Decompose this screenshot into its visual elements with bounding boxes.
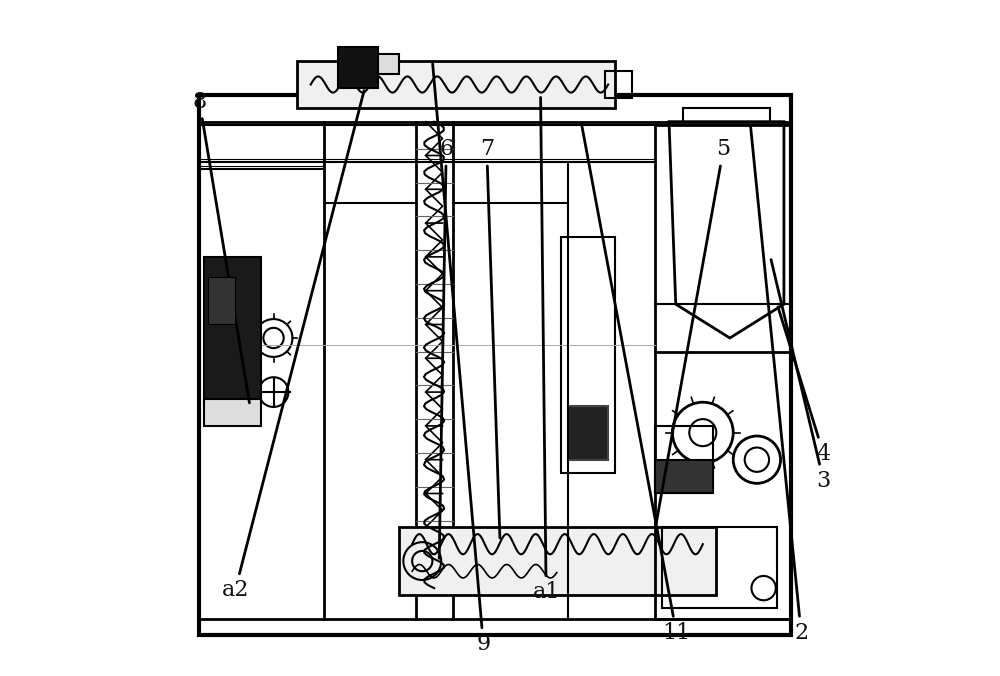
Bar xyxy=(399,527,716,595)
Text: 4: 4 xyxy=(778,307,830,464)
Bar xyxy=(568,406,608,460)
Bar xyxy=(208,277,235,324)
Text: 7: 7 xyxy=(480,139,500,538)
Bar xyxy=(655,426,713,493)
Text: 2: 2 xyxy=(750,124,808,644)
Text: 9: 9 xyxy=(433,64,490,655)
Bar xyxy=(204,399,261,426)
Bar xyxy=(605,71,632,98)
Bar xyxy=(204,257,261,406)
Text: a2: a2 xyxy=(221,91,364,601)
Bar xyxy=(662,527,777,608)
Bar xyxy=(338,47,378,88)
Bar xyxy=(199,95,791,635)
Text: 11: 11 xyxy=(582,124,690,644)
Text: 3: 3 xyxy=(771,260,831,491)
Bar xyxy=(655,125,791,619)
Bar xyxy=(378,54,399,74)
Text: 6: 6 xyxy=(439,139,453,558)
Bar xyxy=(297,61,615,108)
Bar xyxy=(655,460,713,493)
Bar xyxy=(561,237,615,473)
Text: 5: 5 xyxy=(656,139,730,525)
Text: a1: a1 xyxy=(532,97,560,603)
Text: 8: 8 xyxy=(192,91,249,403)
